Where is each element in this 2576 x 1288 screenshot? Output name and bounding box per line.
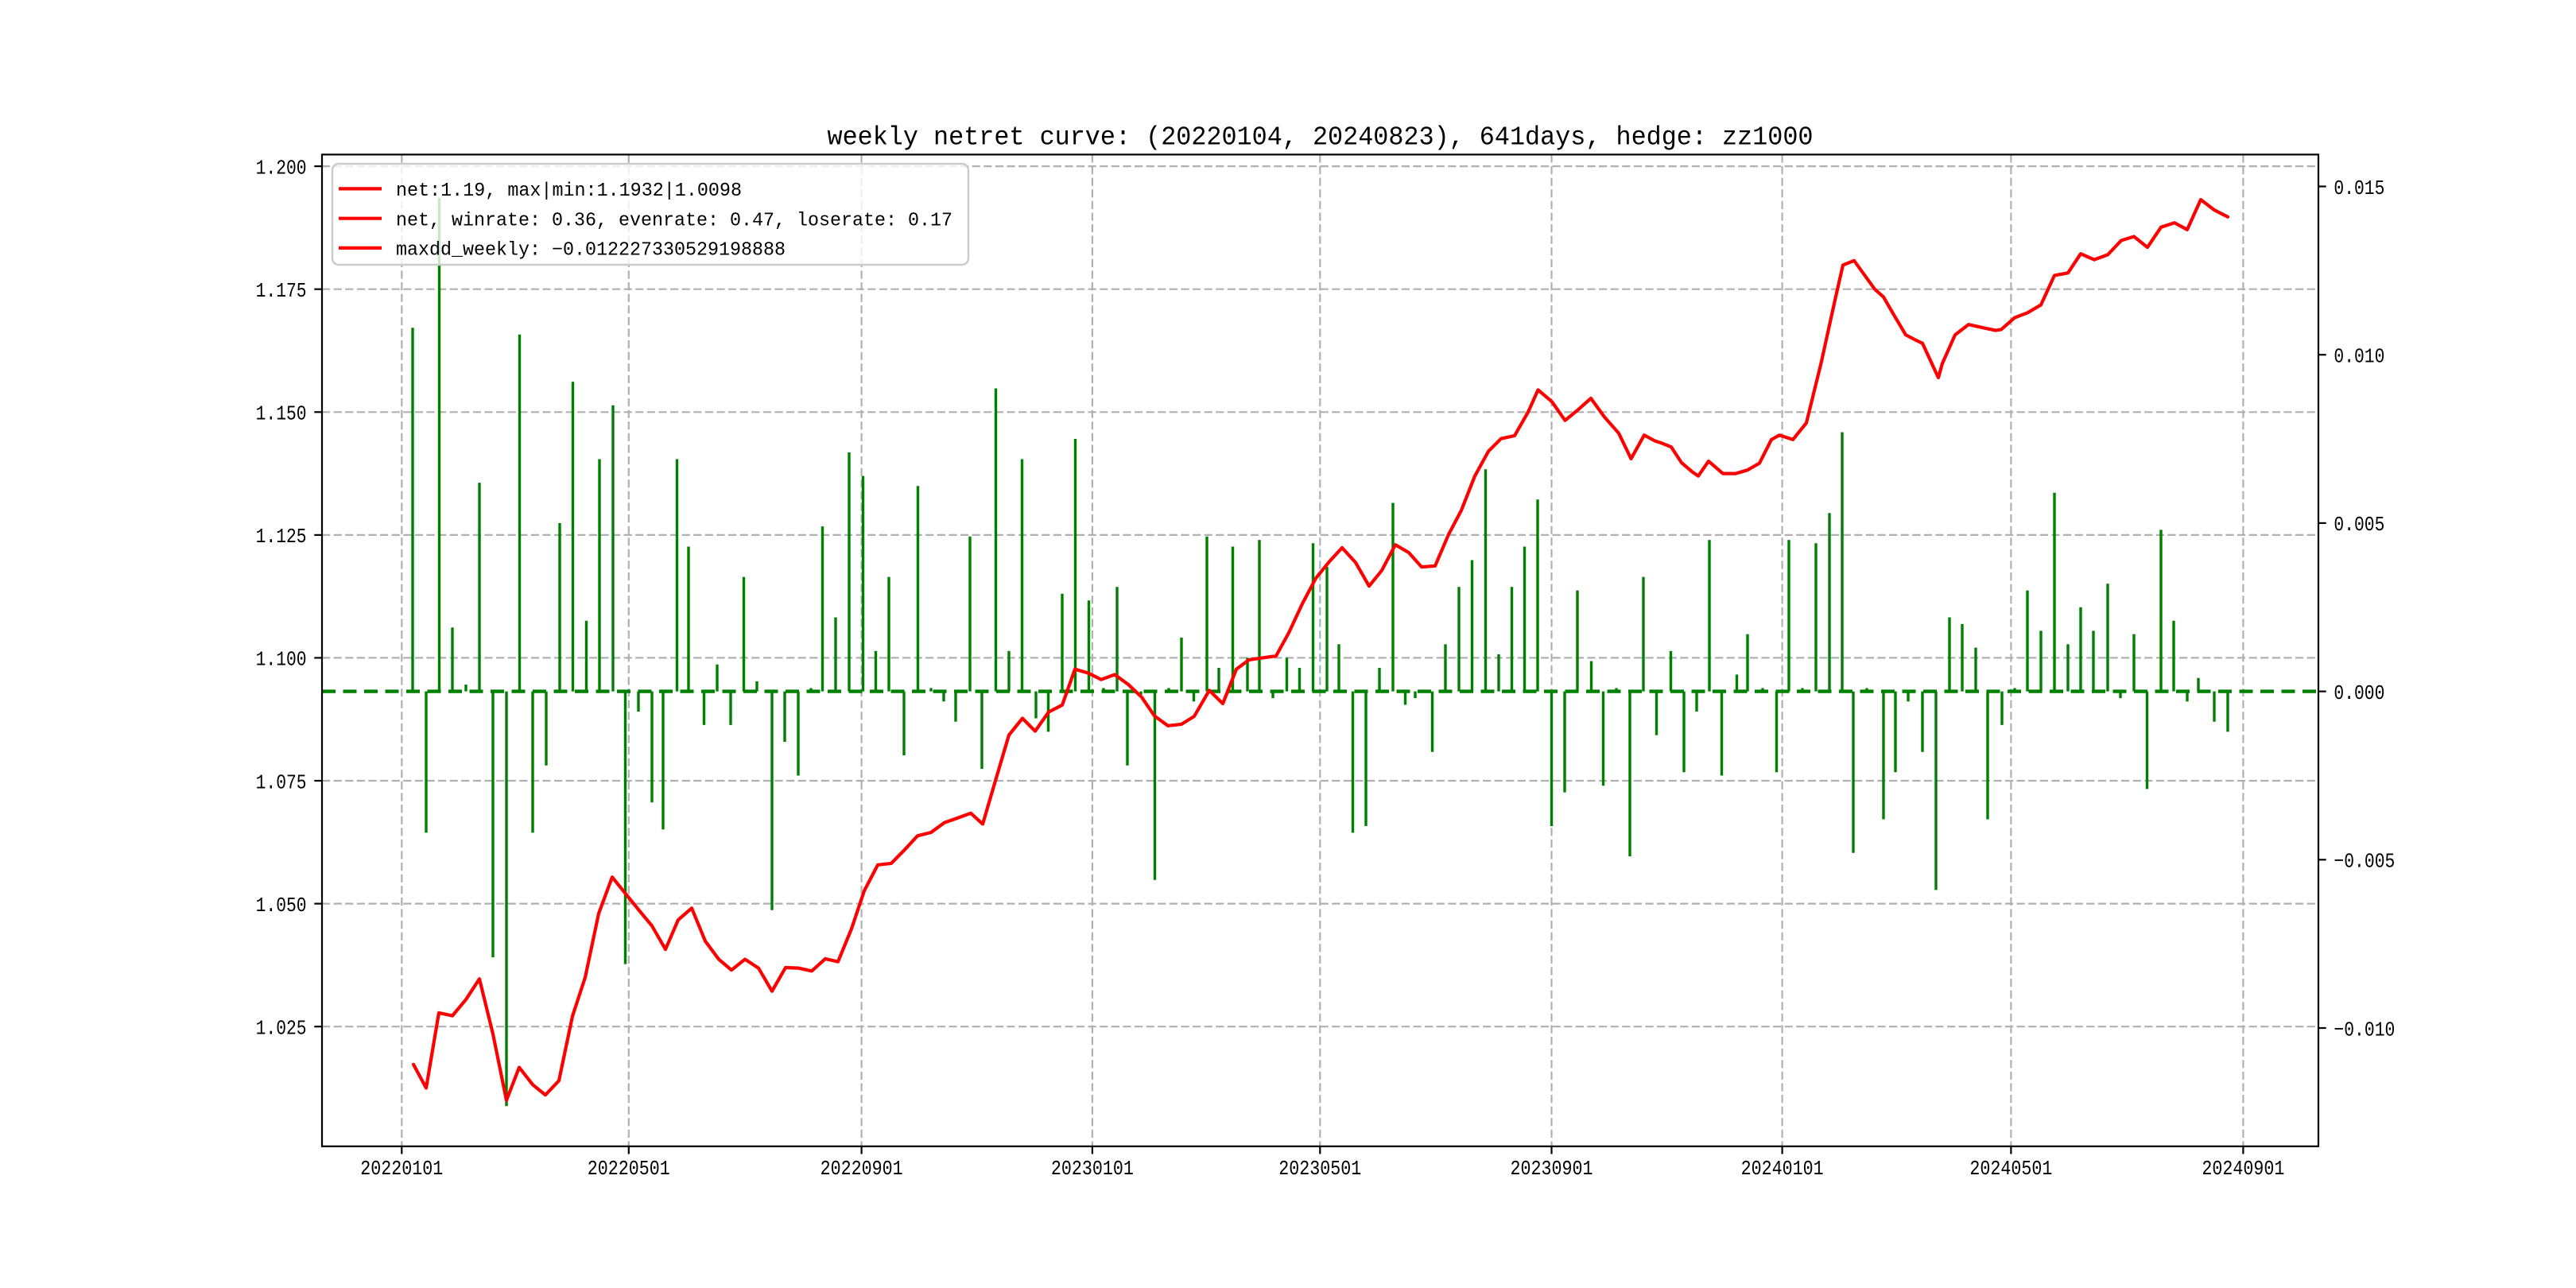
- svg-text:1.075: 1.075: [256, 770, 307, 794]
- svg-text:1.100: 1.100: [256, 648, 307, 672]
- svg-text:20240501: 20240501: [1969, 1157, 2052, 1181]
- svg-text:1.175: 1.175: [256, 279, 307, 303]
- svg-text:20240101: 20240101: [1741, 1157, 1824, 1181]
- svg-text:maxdd_weekly: −0.0122273305291: maxdd_weekly: −0.012227330529198888: [396, 240, 786, 262]
- svg-text:0.010: 0.010: [2334, 345, 2384, 369]
- svg-text:1.125: 1.125: [256, 525, 307, 549]
- svg-text:20240901: 20240901: [2202, 1157, 2284, 1181]
- svg-text:1.050: 1.050: [256, 894, 307, 918]
- svg-text:20220501: 20220501: [588, 1157, 670, 1181]
- svg-text:0.015: 0.015: [2334, 177, 2384, 200]
- svg-text:0.005: 0.005: [2334, 513, 2384, 537]
- svg-text:20220101: 20220101: [360, 1157, 443, 1181]
- svg-text:weekly netret curve: (20220104: weekly netret curve: (20220104, 20240823…: [828, 123, 1814, 153]
- svg-text:20230901: 20230901: [1511, 1157, 1593, 1181]
- svg-text:0.000: 0.000: [2334, 681, 2384, 705]
- svg-text:1.025: 1.025: [256, 1017, 307, 1041]
- svg-text:net:1.19, max|min:1.1932|1.009: net:1.19, max|min:1.1932|1.0098: [396, 180, 742, 202]
- svg-text:1.200: 1.200: [256, 156, 307, 180]
- svg-text:−0.010: −0.010: [2334, 1018, 2395, 1042]
- svg-text:20230501: 20230501: [1278, 1157, 1361, 1181]
- svg-text:−0.005: −0.005: [2334, 850, 2395, 874]
- svg-text:20220901: 20220901: [821, 1157, 903, 1181]
- svg-text:20230101: 20230101: [1051, 1157, 1134, 1181]
- svg-text:1.150: 1.150: [256, 402, 307, 426]
- svg-text:net, winrate: 0.36, evenrate:: net, winrate: 0.36, evenrate: 0.47, lose…: [396, 210, 952, 231]
